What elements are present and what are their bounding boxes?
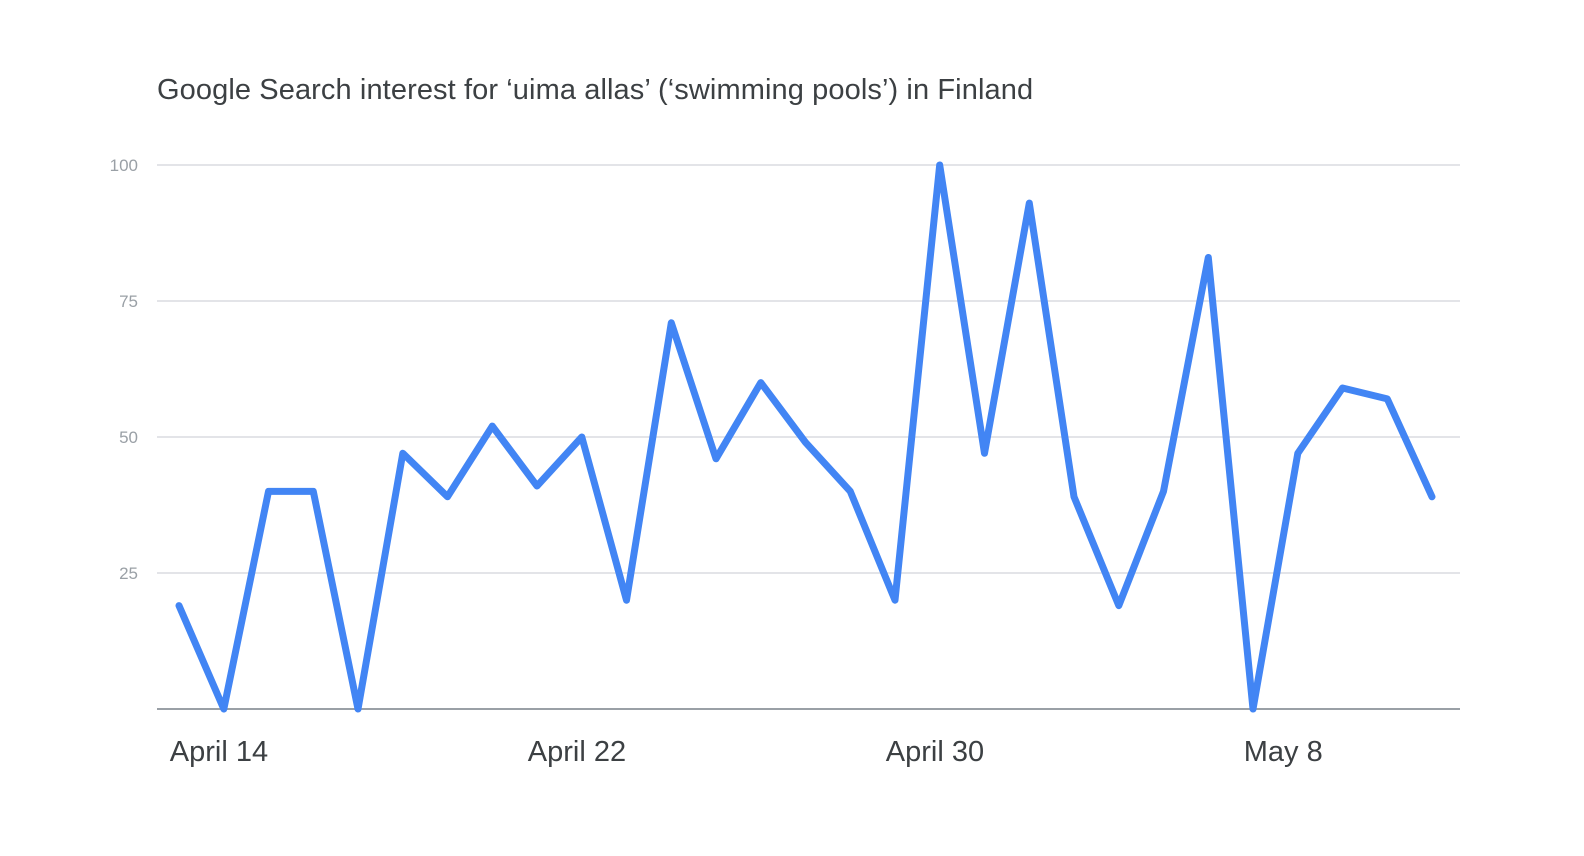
x-axis-ticks: April 14 April 22 April 30 May 8 [170,736,1323,768]
y-tick-label: 100 [110,156,138,175]
chart-title: Google Search interest for ‘uima allas’ … [157,74,1034,106]
series-group [175,161,1436,713]
grid-lines [157,164,1460,574]
x-tick-label: April 22 [528,736,626,768]
x-tick-label: May 8 [1244,736,1323,768]
y-tick-label: 25 [119,564,138,583]
y-tick-label: 75 [119,292,138,311]
y-axis-ticks: 100 75 50 25 [110,156,138,583]
x-tick-label: April 14 [170,736,268,768]
x-tick-label: April 30 [886,736,984,768]
y-tick-label: 50 [119,428,138,447]
